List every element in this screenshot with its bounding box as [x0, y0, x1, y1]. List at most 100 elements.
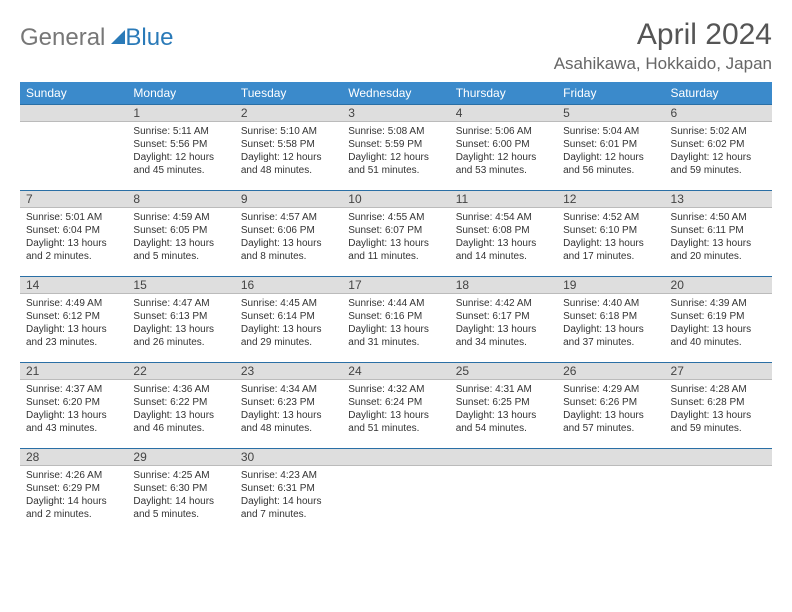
week-row: 14Sunrise: 4:49 AMSunset: 6:12 PMDayligh…	[20, 276, 772, 362]
day-cell: 28Sunrise: 4:26 AMSunset: 6:29 PMDayligh…	[20, 448, 127, 534]
calendar-body: 1Sunrise: 5:11 AMSunset: 5:56 PMDaylight…	[20, 104, 772, 534]
day-content: Sunrise: 4:50 AMSunset: 6:11 PMDaylight:…	[665, 208, 772, 267]
sunrise-text: Sunrise: 4:39 AM	[671, 297, 766, 310]
day-cell: 2Sunrise: 5:10 AMSunset: 5:58 PMDaylight…	[235, 104, 342, 190]
day-cell	[20, 104, 127, 190]
day-content: Sunrise: 4:28 AMSunset: 6:28 PMDaylight:…	[665, 380, 772, 439]
day-content: Sunrise: 4:26 AMSunset: 6:29 PMDaylight:…	[20, 466, 127, 525]
daylight2-text: and 59 minutes.	[671, 164, 766, 177]
sunrise-text: Sunrise: 4:59 AM	[133, 211, 228, 224]
daylight1-text: Daylight: 14 hours	[241, 495, 336, 508]
daylight2-text: and 54 minutes.	[456, 422, 551, 435]
sunset-text: Sunset: 6:10 PM	[563, 224, 658, 237]
day-cell: 7Sunrise: 5:01 AMSunset: 6:04 PMDaylight…	[20, 190, 127, 276]
sunset-text: Sunset: 6:25 PM	[456, 396, 551, 409]
sunrise-text: Sunrise: 4:26 AM	[26, 469, 121, 482]
day-header: Tuesday	[235, 82, 342, 104]
daylight1-text: Daylight: 13 hours	[456, 323, 551, 336]
day-number: 5	[557, 104, 664, 122]
sunrise-text: Sunrise: 4:29 AM	[563, 383, 658, 396]
daylight2-text: and 40 minutes.	[671, 336, 766, 349]
day-number: 7	[20, 190, 127, 208]
day-content: Sunrise: 5:11 AMSunset: 5:56 PMDaylight:…	[127, 122, 234, 181]
daylight2-text: and 5 minutes.	[133, 250, 228, 263]
day-content: Sunrise: 4:40 AMSunset: 6:18 PMDaylight:…	[557, 294, 664, 353]
sunset-text: Sunset: 6:06 PM	[241, 224, 336, 237]
daylight2-text: and 57 minutes.	[563, 422, 658, 435]
day-number: 12	[557, 190, 664, 208]
sunset-text: Sunset: 6:19 PM	[671, 310, 766, 323]
day-content: Sunrise: 4:49 AMSunset: 6:12 PMDaylight:…	[20, 294, 127, 353]
daylight2-text: and 56 minutes.	[563, 164, 658, 177]
daylight1-text: Daylight: 13 hours	[563, 409, 658, 422]
day-header-row: Sunday Monday Tuesday Wednesday Thursday…	[20, 82, 772, 104]
daylight1-text: Daylight: 13 hours	[671, 237, 766, 250]
day-number: 21	[20, 362, 127, 380]
sunset-text: Sunset: 6:13 PM	[133, 310, 228, 323]
sunrise-text: Sunrise: 4:31 AM	[456, 383, 551, 396]
day-cell: 9Sunrise: 4:57 AMSunset: 6:06 PMDaylight…	[235, 190, 342, 276]
daylight1-text: Daylight: 13 hours	[348, 323, 443, 336]
daylight1-text: Daylight: 12 hours	[671, 151, 766, 164]
sunset-text: Sunset: 6:05 PM	[133, 224, 228, 237]
sunrise-text: Sunrise: 5:10 AM	[241, 125, 336, 138]
day-number: 9	[235, 190, 342, 208]
sunset-text: Sunset: 6:22 PM	[133, 396, 228, 409]
daylight1-text: Daylight: 13 hours	[348, 409, 443, 422]
day-cell	[665, 448, 772, 534]
daylight1-text: Daylight: 13 hours	[241, 409, 336, 422]
day-cell: 22Sunrise: 4:36 AMSunset: 6:22 PMDayligh…	[127, 362, 234, 448]
day-content: Sunrise: 5:04 AMSunset: 6:01 PMDaylight:…	[557, 122, 664, 181]
day-header: Thursday	[450, 82, 557, 104]
calendar-table: Sunday Monday Tuesday Wednesday Thursday…	[20, 82, 772, 534]
day-content: Sunrise: 5:02 AMSunset: 6:02 PMDaylight:…	[665, 122, 772, 181]
day-cell: 30Sunrise: 4:23 AMSunset: 6:31 PMDayligh…	[235, 448, 342, 534]
location-subtitle: Asahikawa, Hokkaido, Japan	[554, 54, 772, 74]
daylight1-text: Daylight: 13 hours	[133, 237, 228, 250]
daylight1-text: Daylight: 13 hours	[456, 409, 551, 422]
day-cell	[450, 448, 557, 534]
daylight1-text: Daylight: 13 hours	[26, 323, 121, 336]
sunrise-text: Sunrise: 4:28 AM	[671, 383, 766, 396]
day-content: Sunrise: 4:44 AMSunset: 6:16 PMDaylight:…	[342, 294, 449, 353]
sunset-text: Sunset: 5:59 PM	[348, 138, 443, 151]
day-header: Saturday	[665, 82, 772, 104]
day-number: 27	[665, 362, 772, 380]
daylight1-text: Daylight: 13 hours	[26, 237, 121, 250]
day-header: Monday	[127, 82, 234, 104]
sunset-text: Sunset: 6:26 PM	[563, 396, 658, 409]
day-cell: 5Sunrise: 5:04 AMSunset: 6:01 PMDaylight…	[557, 104, 664, 190]
day-cell: 25Sunrise: 4:31 AMSunset: 6:25 PMDayligh…	[450, 362, 557, 448]
day-number: 25	[450, 362, 557, 380]
day-cell: 21Sunrise: 4:37 AMSunset: 6:20 PMDayligh…	[20, 362, 127, 448]
sunrise-text: Sunrise: 4:40 AM	[563, 297, 658, 310]
daylight2-text: and 17 minutes.	[563, 250, 658, 263]
day-cell: 20Sunrise: 4:39 AMSunset: 6:19 PMDayligh…	[665, 276, 772, 362]
day-content: Sunrise: 4:47 AMSunset: 6:13 PMDaylight:…	[127, 294, 234, 353]
day-cell: 18Sunrise: 4:42 AMSunset: 6:17 PMDayligh…	[450, 276, 557, 362]
daylight2-text: and 48 minutes.	[241, 422, 336, 435]
sunrise-text: Sunrise: 5:06 AM	[456, 125, 551, 138]
daylight2-text: and 51 minutes.	[348, 422, 443, 435]
sunrise-text: Sunrise: 4:23 AM	[241, 469, 336, 482]
day-number: 23	[235, 362, 342, 380]
sunset-text: Sunset: 6:30 PM	[133, 482, 228, 495]
day-content: Sunrise: 4:45 AMSunset: 6:14 PMDaylight:…	[235, 294, 342, 353]
sunrise-text: Sunrise: 4:44 AM	[348, 297, 443, 310]
sunset-text: Sunset: 6:31 PM	[241, 482, 336, 495]
sunrise-text: Sunrise: 4:50 AM	[671, 211, 766, 224]
sunset-text: Sunset: 6:02 PM	[671, 138, 766, 151]
day-cell: 13Sunrise: 4:50 AMSunset: 6:11 PMDayligh…	[665, 190, 772, 276]
day-content: Sunrise: 4:31 AMSunset: 6:25 PMDaylight:…	[450, 380, 557, 439]
title-block: April 2024 Asahikawa, Hokkaido, Japan	[554, 18, 772, 74]
sunset-text: Sunset: 6:04 PM	[26, 224, 121, 237]
daylight2-text: and 14 minutes.	[456, 250, 551, 263]
day-number: 19	[557, 276, 664, 294]
day-number: 15	[127, 276, 234, 294]
daylight1-text: Daylight: 14 hours	[133, 495, 228, 508]
day-cell: 24Sunrise: 4:32 AMSunset: 6:24 PMDayligh…	[342, 362, 449, 448]
day-number: 6	[665, 104, 772, 122]
day-content: Sunrise: 4:32 AMSunset: 6:24 PMDaylight:…	[342, 380, 449, 439]
day-cell: 17Sunrise: 4:44 AMSunset: 6:16 PMDayligh…	[342, 276, 449, 362]
week-row: 21Sunrise: 4:37 AMSunset: 6:20 PMDayligh…	[20, 362, 772, 448]
